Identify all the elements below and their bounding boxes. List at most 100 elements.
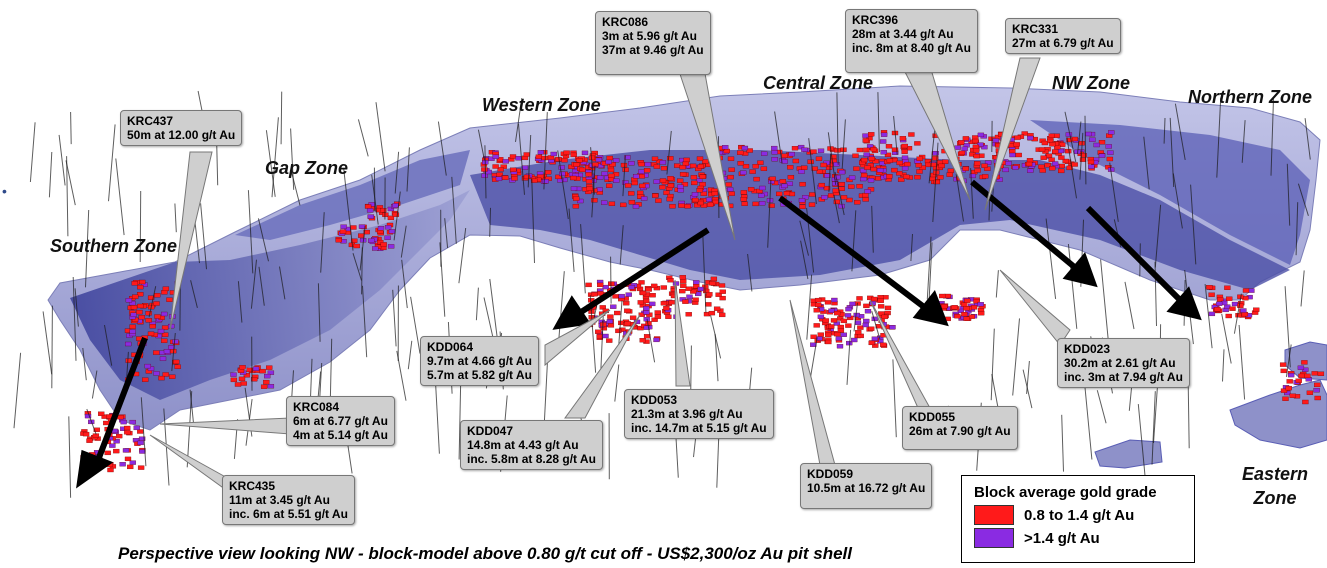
- grade-block-905: [1057, 148, 1065, 154]
- grade-block-933: [1045, 153, 1053, 158]
- grade-block-1042: [607, 314, 614, 319]
- grade-block-545: [695, 178, 703, 183]
- grade-block-423: [659, 178, 667, 183]
- grade-block-393: [663, 190, 670, 195]
- drillhole-114: [799, 220, 809, 256]
- grade-block-412: [682, 161, 689, 166]
- grade-block-1229: [877, 295, 884, 300]
- grade-block-287: [531, 178, 538, 183]
- grade-block-1361: [1284, 390, 1291, 396]
- drillhole-176: [527, 134, 532, 188]
- drillhole-138: [86, 408, 97, 435]
- drillhole-26: [591, 165, 596, 218]
- grade-block-925: [1065, 132, 1073, 137]
- grade-block-757: [938, 163, 945, 169]
- arrow-western-head: [552, 295, 592, 330]
- callout-krc086-line2: 37m at 9.46 g/t Au: [602, 43, 704, 57]
- grade-block-664: [808, 202, 816, 207]
- drillhole-34: [250, 259, 257, 309]
- drillhole-63: [1137, 404, 1146, 482]
- drillhole-128: [407, 340, 413, 370]
- drillhole-202: [871, 311, 881, 340]
- callout-krc084-id: KRC084: [293, 400, 340, 414]
- grade-block-1153: [660, 301, 668, 306]
- grade-block-199: [380, 242, 387, 247]
- grade-block-444: [651, 156, 659, 161]
- grade-block-656: [722, 145, 729, 150]
- grade-block-460: [605, 159, 612, 165]
- grade-block-1074: [615, 328, 622, 334]
- drillhole-178: [373, 167, 376, 212]
- grade-block-1379: [1304, 373, 1311, 379]
- drillhole-170: [515, 98, 523, 142]
- drillhole-111: [189, 389, 194, 424]
- grade-block-1150: [679, 275, 686, 280]
- grade-block-319: [495, 176, 503, 181]
- grade-block-373: [659, 185, 666, 190]
- drillhole-36: [806, 274, 813, 340]
- grade-block-104: [147, 295, 155, 300]
- drillhole-152: [1067, 243, 1078, 329]
- grade-block-445: [683, 157, 690, 163]
- drillhole-48: [1285, 344, 1292, 377]
- grade-block-903: [1098, 140, 1106, 145]
- grade-block-815: [972, 148, 980, 153]
- drillhole-6: [352, 253, 362, 281]
- grade-block-685: [914, 141, 921, 146]
- grade-block-820: [946, 172, 953, 177]
- grade-block-1151: [690, 289, 697, 294]
- grade-block-1031: [607, 323, 615, 328]
- drillhole-148: [928, 125, 936, 184]
- grade-block-1048: [649, 301, 656, 307]
- grade-block-595: [833, 162, 840, 167]
- grade-block-547: [752, 164, 759, 169]
- grade-block-999: [610, 304, 617, 309]
- drillhole-25: [622, 155, 626, 197]
- grade-block-1164: [718, 283, 726, 288]
- drillhole-196: [66, 156, 69, 237]
- grade-block-1252: [862, 322, 869, 328]
- central-zone-label: Central Zone: [763, 73, 874, 93]
- grade-block-359: [700, 191, 707, 196]
- grade-block-1083: [585, 282, 592, 288]
- callout-kdd064-line1: 9.7m at 4.66 g/t Au: [427, 354, 532, 368]
- grade-block-802: [870, 166, 877, 172]
- grade-block-663: [769, 176, 776, 181]
- grade-block-1377: [1285, 385, 1292, 391]
- pointer-krc437: [169, 151, 213, 331]
- drillhole-219: [1066, 137, 1077, 199]
- grade-block-1325: [977, 302, 984, 307]
- grade-block-818: [974, 168, 981, 173]
- drillhole-39: [458, 227, 467, 284]
- grade-block-1360: [1286, 379, 1293, 384]
- drillhole-47: [291, 172, 301, 206]
- grade-block-552: [707, 202, 714, 207]
- drillhole-109: [91, 370, 98, 399]
- grade-block-548: [810, 149, 817, 154]
- drillhole-24: [853, 302, 858, 332]
- callout-kdd023-line2: inc. 3m at 7.94 g/t Au: [1064, 370, 1183, 384]
- grade-block-957: [1225, 313, 1232, 319]
- drillhole-113: [580, 224, 586, 294]
- drillhole-51: [320, 212, 325, 273]
- grade-block-66: [120, 419, 127, 425]
- grade-block-394: [606, 155, 613, 161]
- grade-block-787: [896, 171, 903, 176]
- grade-block-134: [162, 286, 170, 291]
- grade-block-1239: [822, 318, 830, 323]
- grade-block-432: [643, 168, 651, 173]
- grade-block-188: [368, 238, 375, 243]
- grade-block-1350: [239, 365, 246, 370]
- grade-block-1196: [868, 326, 875, 331]
- grade-block-1260: [844, 313, 852, 318]
- grade-block-1369: [1301, 360, 1308, 365]
- grade-block-847: [1038, 164, 1045, 169]
- grade-block-467: [596, 175, 604, 180]
- grade-block-1290: [957, 308, 964, 314]
- drillhole-193: [1096, 390, 1107, 424]
- drillhole-11: [237, 281, 243, 323]
- grade-block-1212: [880, 342, 887, 347]
- grade-block-1358: [1314, 395, 1321, 401]
- grade-block-1162: [686, 294, 693, 299]
- grade-block-1058: [597, 282, 604, 288]
